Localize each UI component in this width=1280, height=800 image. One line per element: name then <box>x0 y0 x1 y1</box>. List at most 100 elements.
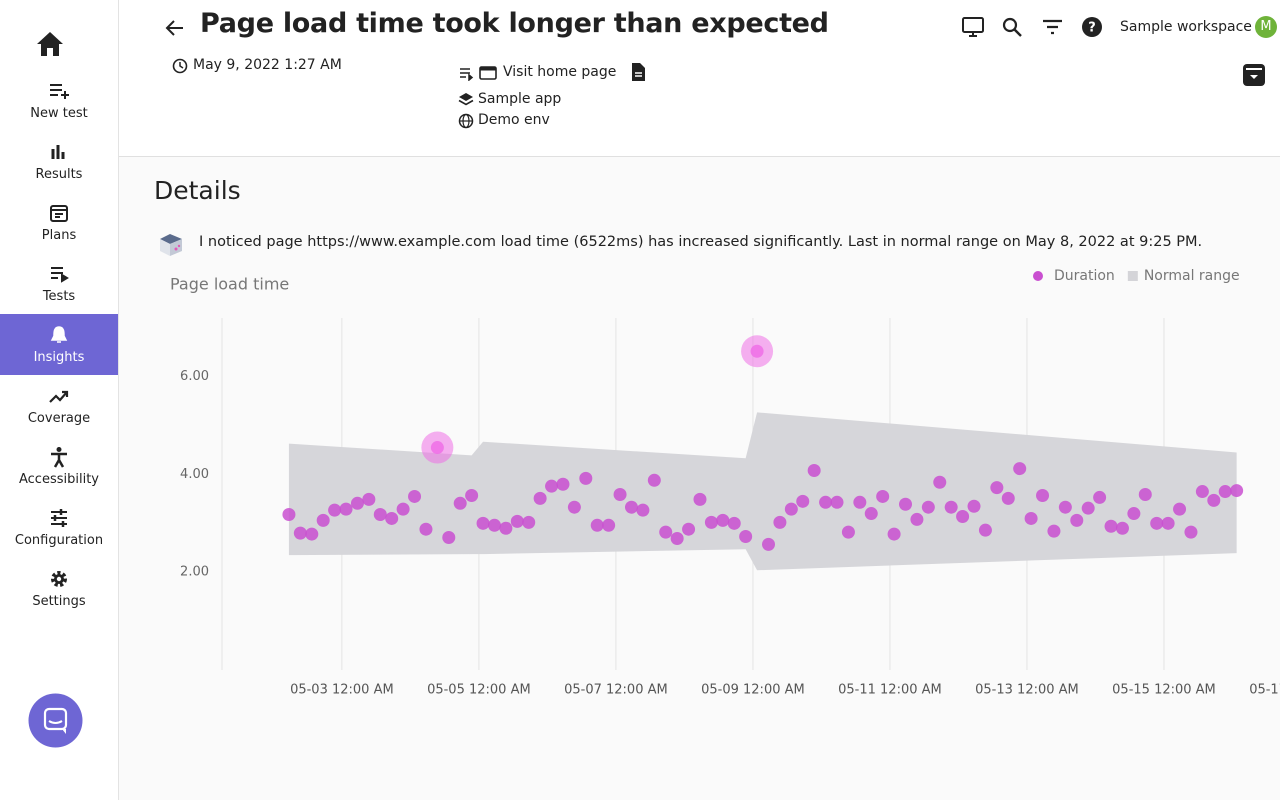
point <box>453 496 467 510</box>
document-icon[interactable] <box>630 62 646 82</box>
nav-item[interactable]: Settings <box>0 558 118 619</box>
clock-icon <box>172 58 188 74</box>
point <box>510 514 524 528</box>
search-icon[interactable] <box>1001 16 1025 38</box>
chat-button[interactable] <box>28 693 83 748</box>
nav-item[interactable]: Insights <box>0 314 118 375</box>
monitor-icon[interactable] <box>961 16 985 38</box>
home-icon[interactable] <box>35 30 65 58</box>
point <box>499 521 513 535</box>
point <box>899 497 913 511</box>
point <box>876 489 890 503</box>
point <box>1036 488 1050 502</box>
point <box>1218 485 1232 499</box>
point <box>316 513 330 527</box>
point <box>887 527 901 541</box>
nav-item[interactable]: New test <box>0 70 118 131</box>
point <box>739 530 753 544</box>
nav-label: Results <box>35 167 83 182</box>
workspace-name[interactable]: Sample workspace <box>1120 19 1252 35</box>
chart-title: Page load time <box>170 275 289 294</box>
point <box>716 513 730 527</box>
point <box>1127 507 1141 521</box>
filter-icon[interactable] <box>1041 16 1065 38</box>
point <box>328 503 342 517</box>
nav-label: Settings <box>32 594 86 609</box>
x-tick-label: 05-15 12:00 AM <box>1112 683 1216 698</box>
insight-message: I noticed page https://www.example.com l… <box>199 234 1203 250</box>
legend-label: Normal range <box>1144 268 1240 284</box>
point <box>1047 524 1061 538</box>
nav-icon <box>50 205 68 222</box>
point <box>750 344 764 358</box>
nav-item[interactable]: Coverage <box>0 375 118 436</box>
point <box>282 508 296 522</box>
point <box>727 516 741 530</box>
point <box>1207 493 1221 507</box>
steps-icon <box>460 68 474 81</box>
nav-label: Plans <box>41 228 77 243</box>
point <box>761 537 775 551</box>
nav-label: Insights <box>33 350 85 365</box>
point <box>773 515 787 529</box>
nav-icon <box>51 447 67 468</box>
nav-label: Configuration <box>14 533 104 548</box>
avatar[interactable]: M <box>1255 16 1277 38</box>
nav-icon <box>50 326 68 343</box>
point <box>990 481 1004 495</box>
point <box>567 500 581 514</box>
x-tick-label: 05-13 12:00 AM <box>975 683 1079 698</box>
point <box>602 518 616 532</box>
point <box>1150 516 1164 530</box>
x-tick-label: 05-11 12:00 AM <box>838 683 942 698</box>
point <box>647 473 661 487</box>
point <box>1001 491 1015 505</box>
point <box>590 518 604 532</box>
normal-range <box>288 412 1237 571</box>
details-heading: Details <box>154 176 241 205</box>
nav-item[interactable]: Plans <box>0 192 118 253</box>
point <box>682 522 696 536</box>
nav-item[interactable]: Results <box>0 131 118 192</box>
point <box>704 515 718 529</box>
point <box>1115 521 1129 535</box>
help-icon[interactable]: ? <box>1081 16 1105 38</box>
point <box>978 523 992 537</box>
point <box>293 526 307 540</box>
x-tick-label: 05-17 12:00 AM <box>1249 683 1280 698</box>
point <box>305 527 319 541</box>
nav-item[interactable]: Accessibility <box>0 436 118 497</box>
chart: Page load time 05-03 12:00 AM 05-05 12:00… <box>170 268 1280 698</box>
archive-icon[interactable] <box>1242 63 1266 87</box>
point <box>556 477 570 491</box>
point <box>1138 487 1152 501</box>
point <box>430 441 444 455</box>
point <box>944 500 958 514</box>
y-tick-label: 6.00 <box>180 369 209 384</box>
point <box>522 515 536 529</box>
back-button[interactable] <box>165 18 185 38</box>
point <box>807 464 821 478</box>
point <box>408 489 422 503</box>
point <box>487 518 501 532</box>
legend-swatch <box>1127 271 1138 281</box>
point <box>1230 484 1244 498</box>
nav-item[interactable]: Configuration <box>0 497 118 558</box>
bot-icon <box>160 234 182 256</box>
point <box>693 492 707 506</box>
point <box>1024 511 1038 525</box>
sidebar: New test Results Plans Tests Insights Coverag… <box>0 0 119 800</box>
nav-item[interactable]: Tests <box>0 253 118 314</box>
point <box>476 516 490 530</box>
nav-icon <box>51 509 67 527</box>
point <box>624 500 638 514</box>
point <box>1104 519 1118 533</box>
point <box>796 494 810 508</box>
test-name[interactable]: Visit home page <box>503 64 617 80</box>
point <box>1013 462 1027 476</box>
point <box>465 488 479 502</box>
nav-icon <box>51 145 65 159</box>
nav-label: Accessibility <box>19 472 99 487</box>
nav-label: Tests <box>42 289 76 304</box>
